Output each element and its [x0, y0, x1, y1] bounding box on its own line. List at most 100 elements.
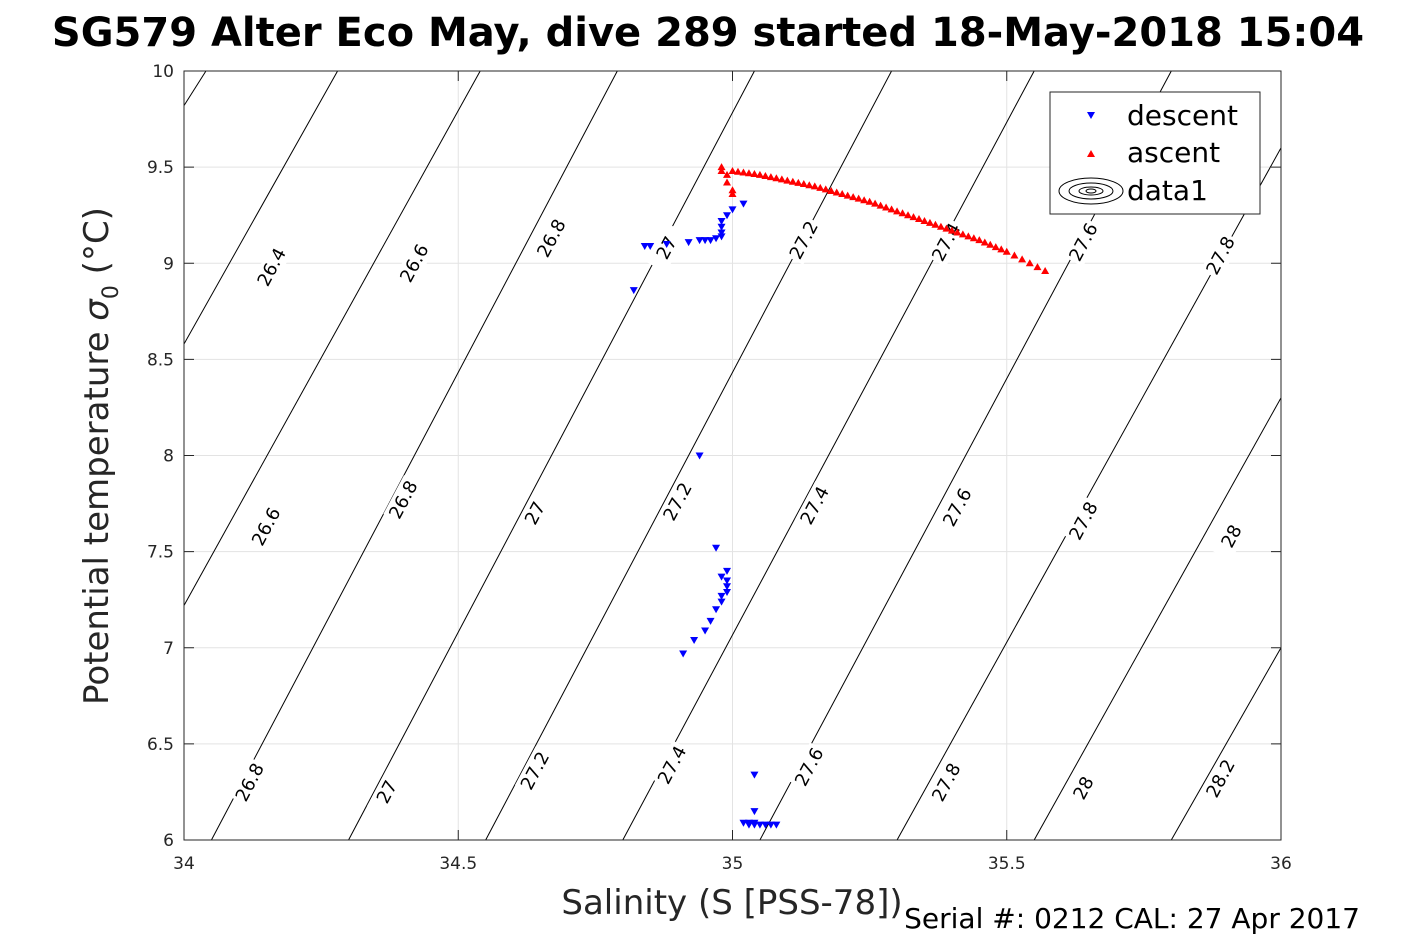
ascent-point — [766, 173, 775, 181]
contour-label-bg — [394, 238, 435, 288]
ascent-point — [1010, 251, 1019, 259]
contour-label-bg — [789, 742, 830, 792]
descent-point — [750, 819, 759, 827]
contour-label-bg — [937, 482, 978, 532]
descent-point — [717, 223, 726, 231]
x-tick-label: 34.5 — [439, 854, 477, 874]
descent-point — [717, 592, 726, 600]
ascent-point — [871, 199, 880, 207]
descent-point — [728, 206, 737, 214]
contour-line — [183, 70, 207, 106]
ascent-point — [964, 232, 973, 240]
y-axis-label: Potential temperature σ0 (°C) — [77, 207, 124, 705]
descent-point — [701, 237, 710, 245]
series-descent — [629, 200, 781, 829]
ascent-point — [904, 211, 913, 219]
ascent-point — [755, 170, 764, 178]
contour-label-bg — [657, 477, 698, 527]
contour-label-bg — [783, 215, 824, 265]
contour-label-bg — [1063, 763, 1104, 813]
y-tick-label: 8.5 — [147, 350, 174, 370]
x-tick-label: 36 — [1270, 854, 1292, 874]
descent-point — [739, 819, 748, 827]
descent-point — [706, 617, 715, 625]
ascent-point — [942, 224, 951, 232]
legend-label-descent: descent — [1127, 99, 1238, 132]
ascent-point — [920, 216, 929, 224]
ascent-point — [925, 218, 934, 226]
legend: descent ascent data1 — [1049, 91, 1261, 215]
contour-label-bg — [246, 502, 287, 552]
ascent-point — [986, 240, 995, 248]
ascent-point — [1041, 266, 1050, 274]
descent-point — [712, 235, 721, 243]
series-ascent — [717, 163, 1050, 274]
contour-label-bg — [1063, 217, 1104, 267]
ascent-point — [728, 166, 737, 174]
ascent-point — [832, 188, 841, 196]
ascent-point — [882, 203, 891, 211]
ascent-point — [717, 166, 726, 174]
descent-point — [690, 637, 699, 645]
descent-point — [723, 567, 732, 575]
descent-point — [761, 821, 770, 829]
ascent-point — [893, 207, 902, 215]
ascent-point — [805, 181, 814, 189]
contour-label-bg — [251, 242, 292, 292]
ascent-point — [843, 191, 852, 199]
contour-line — [183, 70, 481, 606]
ascent-point — [723, 178, 732, 186]
ascent-point — [909, 213, 918, 221]
ascent-point — [1033, 263, 1042, 271]
ascent-point — [816, 183, 825, 191]
legend-marker-ascent — [1087, 150, 1095, 157]
ascent-point — [1002, 247, 1011, 255]
ascent-point — [728, 186, 737, 194]
contour-label-bg — [794, 480, 835, 531]
serial-cal-footer: Serial #: 0212 CAL: 27 Apr 2017 — [904, 902, 1360, 935]
ascent-point — [860, 196, 869, 204]
ascent-point — [772, 174, 781, 182]
chart-title: SG579 Alter Eco May, dive 289 started 18… — [52, 10, 1364, 56]
y-tick-label: 6 — [163, 831, 174, 851]
data-series — [629, 163, 1050, 829]
ascent-point — [1018, 255, 1027, 263]
legend-marker-data1 — [1058, 177, 1124, 205]
descent-point — [717, 233, 726, 241]
ascent-point — [723, 170, 732, 178]
descent-point — [717, 573, 726, 581]
contour-label-bg — [531, 213, 572, 263]
ascent-point — [914, 215, 923, 223]
ascent-point — [744, 169, 753, 177]
contour-label-bg — [926, 217, 967, 267]
legend-label-data1: data1 — [1127, 174, 1208, 207]
legend-box — [1049, 91, 1261, 215]
ascent-point — [728, 190, 737, 198]
contour-label-bg — [366, 767, 407, 817]
ascent-point — [969, 234, 978, 242]
ascent-point — [975, 236, 984, 244]
contour-line — [183, 70, 339, 345]
ascent-point — [958, 230, 967, 238]
ascent-point — [761, 171, 770, 179]
ascent-point — [794, 178, 803, 186]
legend-marker-descent — [1087, 112, 1095, 119]
contour-line — [1033, 397, 1282, 841]
contour-line — [1170, 647, 1282, 841]
descent-point — [629, 287, 638, 295]
x-tick-label: 35 — [722, 854, 744, 874]
descent-point — [684, 239, 693, 247]
contour-label-bg — [514, 488, 556, 538]
contour-line — [622, 70, 1035, 841]
descent-point — [701, 627, 710, 635]
y-tick-label: 6.5 — [147, 735, 174, 755]
x-tick-label: 35.5 — [988, 854, 1026, 874]
ascent-point — [1025, 259, 1034, 267]
contour-label-bg — [926, 757, 967, 807]
ascent-point — [799, 180, 808, 188]
ascent-point — [931, 220, 940, 228]
descent-point — [723, 212, 732, 220]
contour-label-bg — [383, 475, 424, 525]
x-axis-label: Salinity (S [PSS-78]) — [561, 883, 902, 923]
